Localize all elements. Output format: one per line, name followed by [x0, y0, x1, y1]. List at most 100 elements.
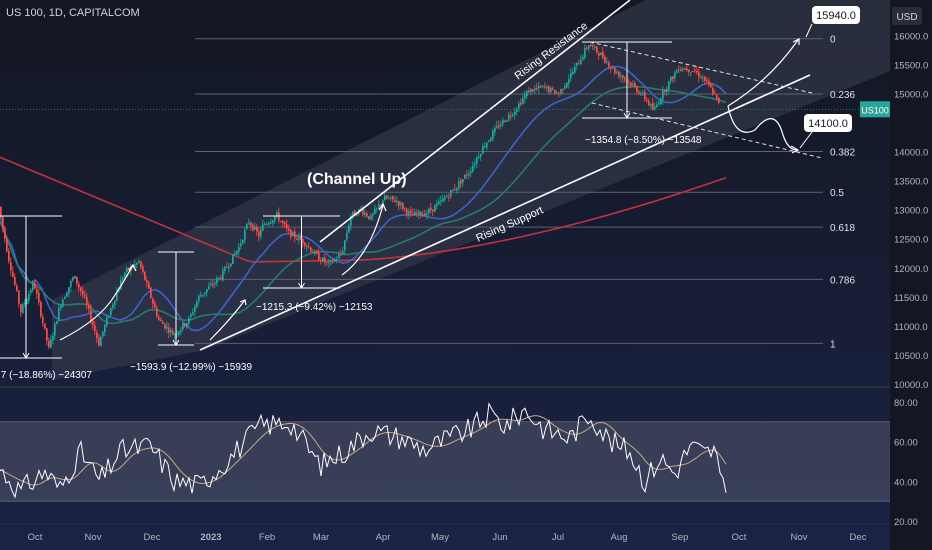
- candle-body[interactable]: [552, 88, 554, 90]
- candle-body[interactable]: [148, 282, 150, 289]
- candle-body[interactable]: [110, 308, 112, 316]
- candle-body[interactable]: [54, 323, 56, 336]
- candle-body[interactable]: [140, 261, 142, 268]
- candle-body[interactable]: [520, 102, 522, 105]
- candle-body[interactable]: [24, 303, 26, 305]
- candle-body[interactable]: [294, 231, 296, 238]
- candle-body[interactable]: [66, 293, 68, 297]
- candle-body[interactable]: [714, 93, 716, 95]
- candle-body[interactable]: [224, 267, 226, 271]
- candle-body[interactable]: [512, 114, 514, 116]
- candle-body[interactable]: [348, 225, 350, 233]
- candle-body[interactable]: [56, 321, 58, 325]
- candle-body[interactable]: [312, 252, 314, 254]
- candle-body[interactable]: [34, 282, 36, 289]
- candle-body[interactable]: [342, 251, 344, 254]
- candle-body[interactable]: [156, 307, 158, 317]
- candle-body[interactable]: [210, 283, 212, 286]
- candle-body[interactable]: [624, 77, 626, 80]
- candle-body[interactable]: [498, 125, 500, 128]
- candle-body[interactable]: [456, 187, 458, 191]
- candle-body[interactable]: [142, 266, 144, 273]
- candle-body[interactable]: [688, 69, 690, 72]
- candle-body[interactable]: [352, 211, 354, 216]
- candle-body[interactable]: [12, 271, 14, 277]
- candle-body[interactable]: [62, 299, 64, 307]
- candle-body[interactable]: [550, 87, 552, 93]
- candle-body[interactable]: [372, 213, 374, 216]
- candle-body[interactable]: [410, 210, 412, 213]
- candle-body[interactable]: [698, 71, 700, 77]
- candle-body[interactable]: [604, 56, 606, 63]
- candle-body[interactable]: [660, 98, 662, 105]
- candle-body[interactable]: [322, 257, 324, 262]
- candle-body[interactable]: [258, 231, 260, 238]
- candle-body[interactable]: [180, 329, 182, 333]
- candle-body[interactable]: [290, 229, 292, 238]
- candle-body[interactable]: [250, 222, 252, 226]
- candle-body[interactable]: [618, 71, 620, 77]
- candle-body[interactable]: [694, 69, 696, 72]
- candle-body[interactable]: [176, 333, 178, 335]
- candle-body[interactable]: [318, 252, 320, 261]
- candle-body[interactable]: [426, 213, 428, 215]
- candle-body[interactable]: [334, 259, 336, 262]
- candle-body[interactable]: [366, 213, 368, 217]
- candle-body[interactable]: [102, 331, 104, 337]
- candle-body[interactable]: [558, 93, 560, 95]
- candle-body[interactable]: [30, 290, 32, 293]
- candle-body[interactable]: [416, 213, 418, 215]
- candle-body[interactable]: [386, 195, 388, 199]
- candle-body[interactable]: [218, 277, 220, 279]
- candle-body[interactable]: [228, 266, 230, 269]
- candle-body[interactable]: [8, 250, 10, 262]
- candle-body[interactable]: [402, 203, 404, 209]
- candle-body[interactable]: [192, 312, 194, 315]
- candle-body[interactable]: [596, 46, 598, 53]
- candle-body[interactable]: [344, 240, 346, 251]
- candle-body[interactable]: [634, 83, 636, 87]
- candle-body[interactable]: [194, 306, 196, 313]
- candle-body[interactable]: [112, 304, 114, 309]
- candle-body[interactable]: [232, 253, 234, 264]
- candle-body[interactable]: [522, 98, 524, 104]
- candle-body[interactable]: [234, 253, 236, 255]
- candle-body[interactable]: [394, 200, 396, 203]
- candle-body[interactable]: [702, 77, 704, 79]
- candle-body[interactable]: [616, 72, 618, 74]
- candle-body[interactable]: [502, 119, 504, 125]
- candle-body[interactable]: [308, 246, 310, 248]
- candle-body[interactable]: [578, 63, 580, 65]
- candle-body[interactable]: [704, 76, 706, 81]
- candle-body[interactable]: [444, 197, 446, 200]
- candle-body[interactable]: [108, 316, 110, 318]
- candle-body[interactable]: [178, 331, 180, 336]
- candle-body[interactable]: [368, 216, 370, 219]
- candle-body[interactable]: [216, 278, 218, 284]
- candle-body[interactable]: [468, 173, 470, 176]
- candle-body[interactable]: [656, 104, 658, 108]
- candle-body[interactable]: [270, 221, 272, 224]
- candle-body[interactable]: [710, 83, 712, 88]
- candle-body[interactable]: [524, 95, 526, 99]
- candle-body[interactable]: [72, 277, 74, 281]
- candle-body[interactable]: [88, 304, 90, 310]
- candle-body[interactable]: [632, 84, 634, 86]
- candle-body[interactable]: [314, 251, 316, 254]
- candle-body[interactable]: [304, 242, 306, 246]
- candle-body[interactable]: [356, 214, 358, 216]
- candle-body[interactable]: [76, 276, 78, 284]
- candle-body[interactable]: [682, 69, 684, 71]
- candle-body[interactable]: [546, 86, 548, 89]
- candle-body[interactable]: [276, 212, 278, 216]
- candle-body[interactable]: [446, 196, 448, 198]
- candle-body[interactable]: [44, 323, 46, 329]
- candle-body[interactable]: [582, 56, 584, 60]
- candle-body[interactable]: [388, 198, 390, 200]
- candle-body[interactable]: [488, 140, 490, 142]
- candle-body[interactable]: [240, 243, 242, 246]
- candle-body[interactable]: [136, 262, 138, 265]
- candle-body[interactable]: [94, 325, 96, 332]
- candle-body[interactable]: [150, 287, 152, 298]
- candle-body[interactable]: [400, 202, 402, 205]
